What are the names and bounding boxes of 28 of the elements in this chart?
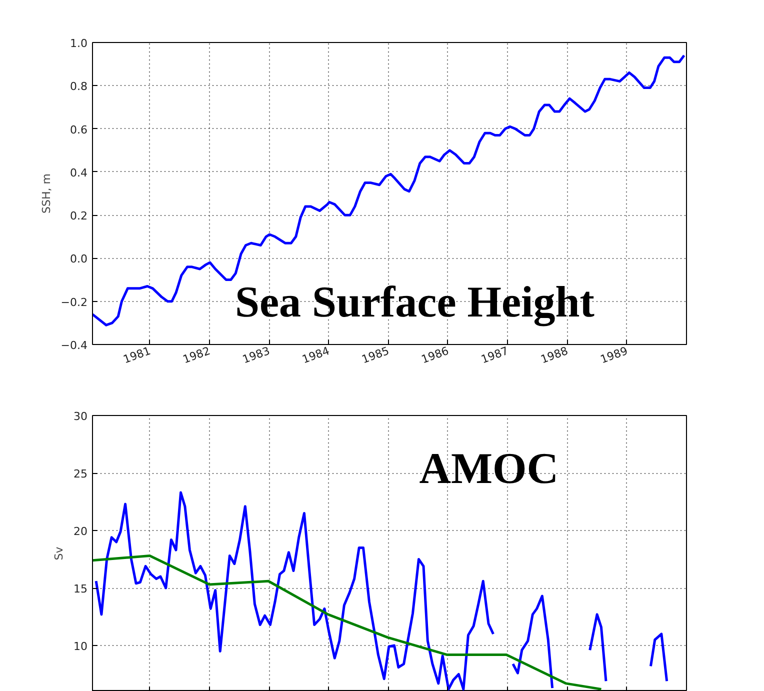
y-tick-label: 0.2 [70,210,88,223]
y-tick-label: 15 [74,582,88,596]
line-series [92,554,602,690]
x-tick-label: 1987 [479,344,510,366]
x-tick-label: 1989 [598,344,630,366]
annotation: Sea Surface Height [235,277,595,326]
y-tick-label: 0.4 [70,166,88,180]
y-tick-label: 10 [74,640,88,653]
x-tick-label: 1981 [122,344,152,366]
annotation: AMOC [419,444,559,493]
x-tick-label: 1988 [539,344,570,366]
y-tick-label: 30 [74,410,88,423]
x-tick-label: 1985 [360,344,391,366]
x-tick-label: 1986 [420,344,451,366]
x-tick-label: 1984 [300,344,332,366]
line-series [92,54,686,326]
y-axis-title: SSH, m [40,174,53,214]
y-tick-label: 25 [74,468,88,480]
y-tick-label: 1.0 [70,37,88,50]
y-tick-label: −0.4 [60,339,88,352]
y-tick-label: 0.6 [70,123,88,136]
y-tick-label: 0.0 [70,252,88,266]
y-tick-label: 0.8 [70,80,88,94]
y-tick-label: −0.2 [60,296,88,309]
x-tick-label: 1982 [181,344,212,366]
y-tick-label: 20 [74,525,88,538]
x-tick-label: 1983 [240,344,272,366]
y-axis-title: Sv [52,546,66,560]
